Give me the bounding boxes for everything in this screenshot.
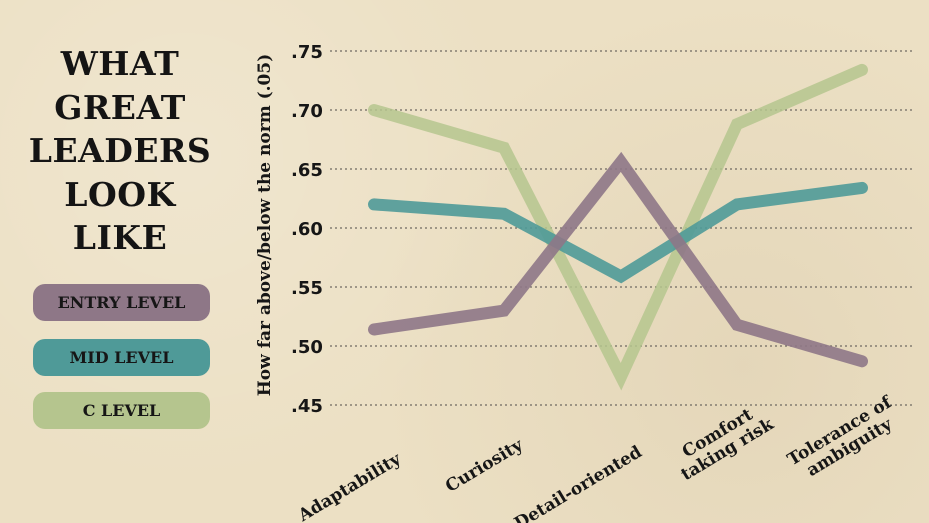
series-line-entry-level xyxy=(368,151,868,368)
y-tick-label: .55 xyxy=(291,278,323,299)
y-tick-label: .45 xyxy=(291,396,323,417)
chart-title: WHAT GREAT LEADERS LOOK LIKE xyxy=(28,44,212,257)
legend-item-entry-level: ENTRY LEVEL xyxy=(33,284,210,321)
x-category-label: Detail-oriented xyxy=(511,442,646,523)
y-axis-label: How far above/below the norm (.05) xyxy=(255,54,275,397)
series-line-mid-level xyxy=(368,181,868,284)
y-tick-label: .70 xyxy=(291,101,323,122)
y-tick-label: .50 xyxy=(291,337,323,358)
x-category-label: Adaptability xyxy=(294,449,405,523)
series-line-c-level xyxy=(368,63,868,391)
y-tick-label: .60 xyxy=(291,219,323,240)
y-tick-label: .65 xyxy=(291,160,323,181)
legend-label: C LEVEL xyxy=(82,401,161,420)
y-tick-label: .75 xyxy=(291,42,323,63)
legend-label: MID LEVEL xyxy=(69,348,174,367)
legend-item-c-level: C LEVEL xyxy=(33,392,210,429)
legend-label: ENTRY LEVEL xyxy=(57,293,186,312)
x-category-label: Tolerance ofambiguity xyxy=(784,392,906,487)
x-category-label: Curiosity xyxy=(442,435,527,497)
x-category-label: Comforttaking risk xyxy=(668,397,778,485)
legend-item-mid-level: MID LEVEL xyxy=(33,339,210,376)
